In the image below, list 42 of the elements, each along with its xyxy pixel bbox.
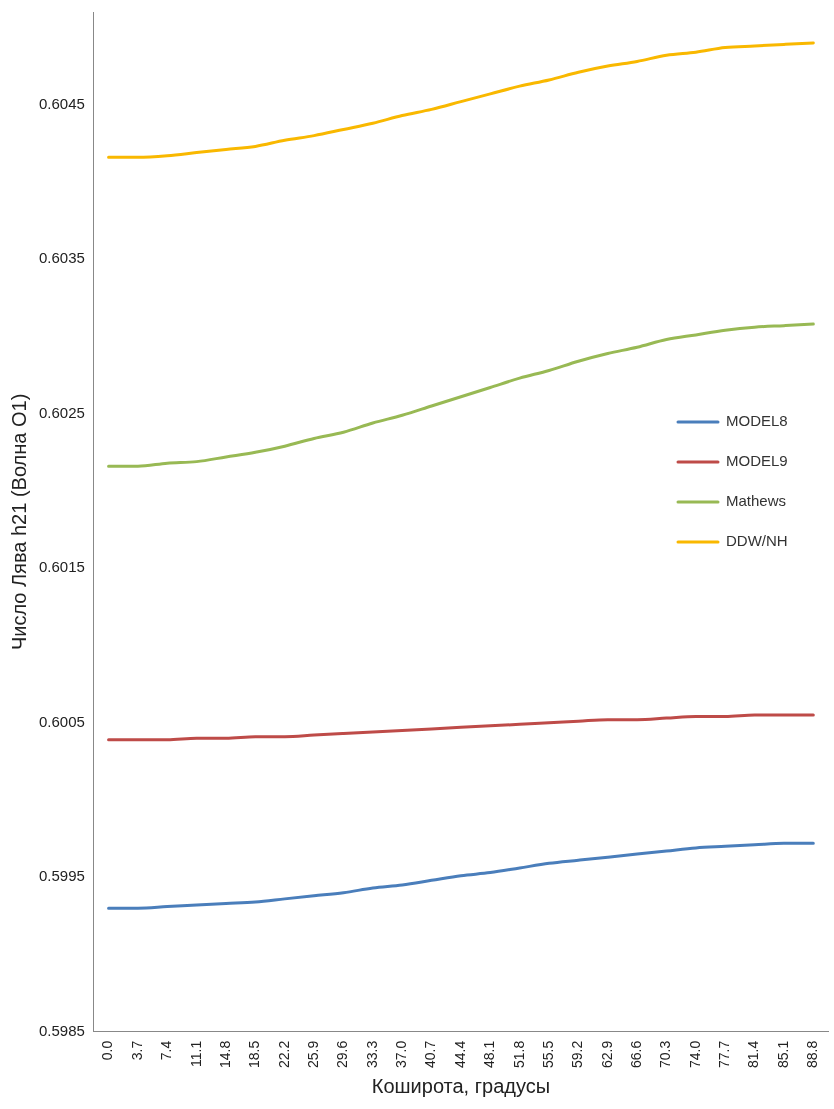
y-tick-label: 0.5995 [38,867,85,885]
legend-label: MODEL9 [726,452,788,470]
y-tick-label: 0.6015 [38,558,85,576]
x-tick-label: 0.0 [99,1040,116,1061]
y-axis-title: Число Лява h21 (Волна O1) [7,393,30,651]
x-tick-label: 25.9 [304,1040,321,1068]
y-tick-label: 0.6005 [38,712,85,730]
x-tick-label: 70.3 [657,1040,674,1068]
x-axis-title: Коширота, градусы [371,1074,551,1097]
x-tick-label: 66.6 [627,1040,644,1068]
x-tick-label: 37.0 [393,1040,410,1068]
x-tick-label: 44.4 [451,1040,468,1068]
x-tick-label: 77.7 [716,1040,733,1068]
x-tick-label: 33.3 [363,1040,380,1068]
x-tick-label: 22.2 [275,1040,292,1068]
x-tick-label: 14.8 [216,1040,233,1068]
x-tick-label: 74.0 [686,1040,703,1068]
y-tick-label: 0.6045 [38,94,85,112]
legend-label: DDW/NH [726,532,788,550]
x-tick-label: 29.6 [334,1040,351,1068]
x-tick-label: 85.1 [774,1040,791,1068]
x-tick-label: 62.9 [598,1040,615,1068]
x-tick-label: 3.7 [128,1040,145,1061]
y-tick-label: 0.6025 [38,403,85,421]
y-tick-label: 0.6035 [38,249,85,267]
x-tick-label: 88.8 [804,1040,821,1068]
line-series [107,41,815,159]
x-tick-label: 81.4 [745,1040,762,1068]
x-tick-label: 18.5 [246,1040,263,1068]
line-series [107,841,815,910]
x-tick-label: 51.8 [510,1040,527,1068]
x-tick-label: 7.4 [158,1040,175,1061]
legend-label: MODEL8 [726,412,788,430]
x-tick-label: 40.7 [422,1040,439,1068]
x-tick-label: 48.1 [481,1040,498,1068]
x-tick-label: 59.2 [569,1040,586,1068]
y-tick-label: 0.5985 [38,1021,85,1039]
legend-label: Mathews [726,492,787,510]
line-series [107,322,815,468]
x-tick-label: 55.5 [539,1040,556,1068]
x-tick-label: 11.1 [187,1040,204,1067]
line-series [107,713,815,742]
